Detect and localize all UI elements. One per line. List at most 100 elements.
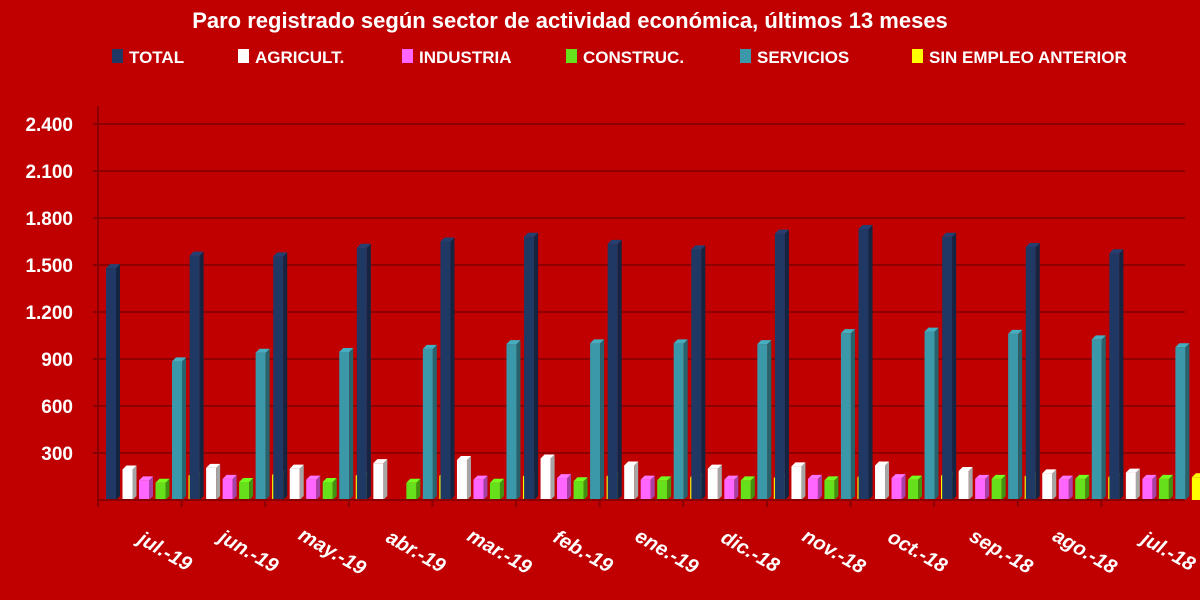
bar bbox=[106, 264, 120, 500]
bar bbox=[1008, 329, 1023, 500]
y-tick-label: 2.400 bbox=[25, 115, 73, 136]
y-tick-label: 300 bbox=[41, 444, 73, 465]
bar bbox=[991, 474, 1006, 500]
bar bbox=[607, 239, 622, 500]
bar bbox=[590, 339, 605, 500]
bar bbox=[406, 478, 421, 500]
bar bbox=[1142, 474, 1157, 500]
bar bbox=[908, 475, 923, 500]
bar bbox=[1042, 469, 1057, 500]
bar bbox=[640, 475, 655, 500]
x-tick-label: jul.-19 bbox=[132, 526, 196, 576]
bar bbox=[691, 245, 706, 500]
bar bbox=[239, 477, 254, 500]
bar bbox=[456, 456, 471, 500]
bar bbox=[306, 475, 321, 500]
x-tick-label: abr.-19 bbox=[382, 526, 450, 578]
bar bbox=[489, 478, 504, 500]
bar bbox=[473, 475, 488, 500]
bar bbox=[506, 340, 521, 500]
bar bbox=[1025, 242, 1040, 500]
bar bbox=[807, 474, 822, 500]
x-tick-label: ene.-19 bbox=[631, 525, 702, 579]
y-axis: 2.400 2.100 1.800 1.500 1.200 900 600 300 bbox=[25, 106, 99, 500]
x-tick-label: jun.-19 bbox=[212, 525, 282, 578]
bar bbox=[573, 477, 588, 500]
bar bbox=[1091, 335, 1106, 500]
bar bbox=[824, 476, 839, 500]
bar bbox=[942, 232, 957, 501]
bar bbox=[858, 224, 873, 500]
bar bbox=[875, 461, 890, 500]
y-tick-label: 1.800 bbox=[25, 209, 73, 230]
x-tick-label: dic.-18 bbox=[717, 526, 784, 577]
bar bbox=[740, 476, 755, 500]
bar bbox=[1109, 249, 1124, 500]
legend-swatch bbox=[740, 49, 751, 63]
y-tick-label: 1.500 bbox=[25, 256, 73, 277]
x-axis: jul.-19 jun.-19 may.-19 abr.-19 mar.-19 feb.-… bbox=[97, 499, 1199, 580]
bar bbox=[422, 344, 437, 500]
bar bbox=[557, 474, 572, 500]
bar bbox=[255, 348, 270, 500]
bar bbox=[139, 476, 153, 500]
legend-swatch bbox=[238, 49, 249, 63]
legend-label: SERVICIOS bbox=[757, 48, 849, 67]
bar bbox=[774, 229, 789, 500]
bars bbox=[106, 224, 1200, 501]
legend-label: AGRICULT. bbox=[255, 48, 344, 67]
bar bbox=[155, 478, 170, 500]
bar bbox=[222, 474, 237, 500]
legend-label: SIN EMPLEO ANTERIOR bbox=[929, 48, 1127, 67]
chart-title: Paro registrado según sector de activida… bbox=[192, 8, 948, 33]
y-tick-label: 2.100 bbox=[25, 162, 73, 183]
bar bbox=[840, 329, 855, 500]
bar bbox=[189, 251, 204, 500]
bar bbox=[924, 327, 939, 500]
bar bbox=[657, 476, 672, 500]
bar bbox=[206, 463, 221, 500]
bar bbox=[1125, 468, 1140, 500]
x-tick-label: ago.-18 bbox=[1049, 525, 1121, 580]
bar bbox=[975, 474, 990, 500]
x-tick-label: oct.-18 bbox=[884, 526, 952, 578]
bar bbox=[373, 459, 388, 500]
x-tick-label: sep.-18 bbox=[966, 525, 1037, 579]
bar bbox=[273, 252, 288, 500]
legend-swatch bbox=[402, 49, 413, 63]
y-tick-label: 900 bbox=[41, 350, 73, 371]
bar bbox=[707, 464, 722, 500]
legend-label: INDUSTRIA bbox=[419, 48, 512, 67]
bar bbox=[757, 340, 772, 500]
bar bbox=[624, 461, 639, 500]
bar bbox=[1175, 343, 1190, 500]
bar bbox=[322, 477, 337, 500]
legend-swatch bbox=[566, 49, 577, 63]
bar bbox=[958, 467, 973, 500]
bar bbox=[289, 464, 304, 500]
bar bbox=[172, 357, 186, 500]
bar bbox=[1158, 474, 1173, 500]
legend-swatch bbox=[112, 49, 123, 63]
x-tick-label: nov.-18 bbox=[798, 525, 869, 579]
bar bbox=[1191, 473, 1200, 500]
bar bbox=[791, 462, 806, 500]
bar bbox=[339, 347, 354, 500]
x-tick-label: feb.-19 bbox=[549, 526, 617, 578]
bar bbox=[122, 465, 137, 500]
y-tick-label: 1.200 bbox=[25, 303, 73, 324]
legend: TOTAL AGRICULT. INDUSTRIA CONSTRUC. SERVICIO… bbox=[112, 48, 1127, 67]
legend-label: TOTAL bbox=[129, 48, 184, 67]
legend-label: CONSTRUC. bbox=[583, 48, 684, 67]
bar bbox=[891, 474, 906, 500]
y-tick-label: 600 bbox=[41, 397, 73, 418]
bar bbox=[1058, 475, 1073, 500]
x-tick-label: may.-19 bbox=[295, 524, 371, 580]
x-tick-label: jul.-18 bbox=[1135, 526, 1199, 576]
bar bbox=[540, 454, 555, 500]
bar bbox=[1075, 474, 1090, 500]
x-tick-label: mar.-19 bbox=[463, 525, 535, 580]
bar bbox=[356, 243, 371, 500]
bar bbox=[440, 237, 455, 500]
